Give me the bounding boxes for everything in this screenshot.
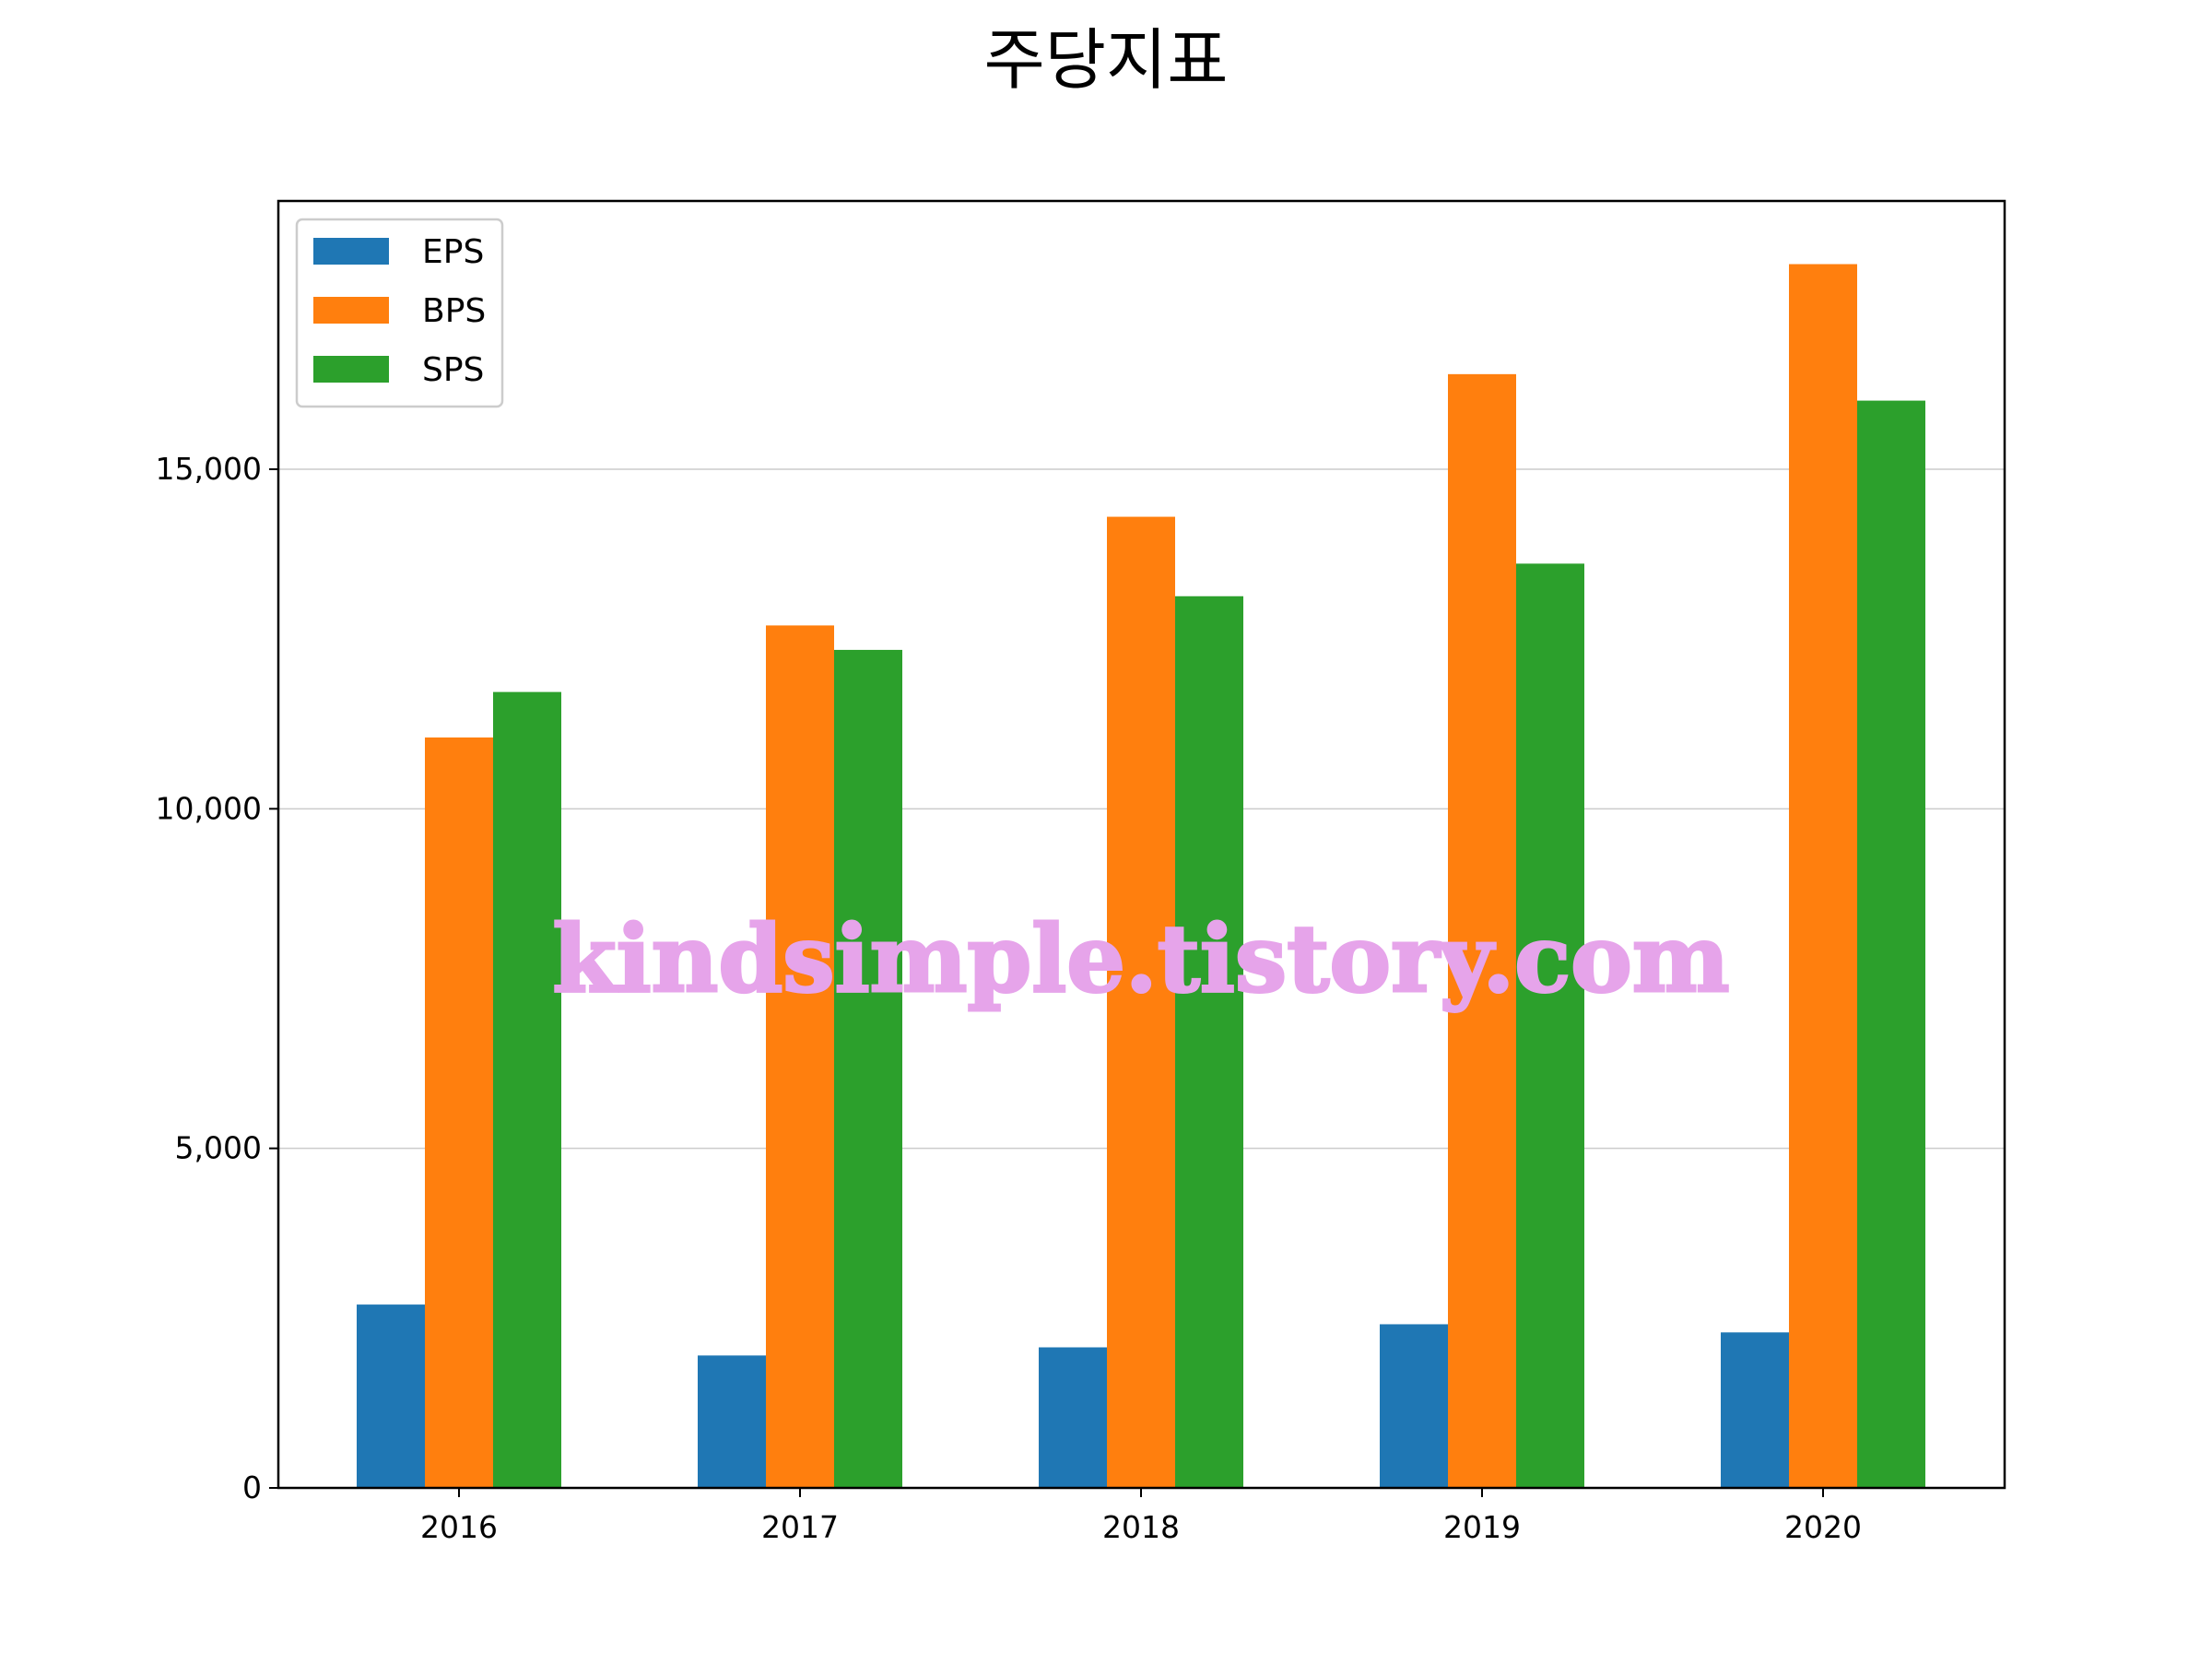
bar-sps-2016 (493, 691, 561, 1488)
bar-eps-2017 (698, 1355, 766, 1488)
legend: EPS BPS SPS (295, 218, 504, 408)
chart-title: 주당지표 (984, 21, 1229, 99)
bar-sps-2017 (834, 649, 902, 1488)
bar-bps-2017 (766, 625, 834, 1488)
legend-swatch-sps (313, 356, 389, 383)
bar-bps-2019 (1448, 373, 1516, 1488)
bar-bps-2018 (1107, 516, 1175, 1488)
y-tick-label-3: 15,000 (156, 451, 262, 487)
bar-eps-2018 (1039, 1347, 1107, 1488)
legend-label-eps: EPS (422, 233, 484, 271)
axes: 0 5,000 10,000 15,000 2016 2017 2018 2019 2020 (156, 451, 1862, 1545)
bar-sps-2020 (1857, 400, 1925, 1489)
y-tick-label-1: 5,000 (175, 1130, 262, 1166)
bar-eps-2016 (357, 1304, 425, 1488)
x-tick-label-2017: 2017 (761, 1509, 839, 1545)
x-tick-label-2016: 2016 (420, 1509, 498, 1545)
legend-swatch-eps (313, 238, 389, 265)
bar-eps-2019 (1380, 1324, 1448, 1488)
y-tick-label-0: 0 (242, 1469, 262, 1505)
x-tick-label-2018: 2018 (1102, 1509, 1180, 1545)
bar-bps-2020 (1789, 264, 1857, 1489)
watermark-text: kindsimple.tistory.com (552, 904, 1729, 1013)
legend-swatch-bps (313, 297, 389, 324)
legend-label-bps: BPS (422, 292, 486, 330)
bar-eps-2020 (1721, 1332, 1789, 1488)
bars (357, 264, 1925, 1489)
bar-sps-2019 (1516, 563, 1584, 1488)
x-tick-label-2019: 2019 (1443, 1509, 1521, 1545)
bar-sps-2018 (1175, 596, 1243, 1488)
legend-label-sps: SPS (422, 351, 484, 389)
x-tick-label-2020: 2020 (1784, 1509, 1862, 1545)
y-tick-label-2: 10,000 (156, 790, 262, 826)
bar-bps-2016 (425, 737, 493, 1488)
